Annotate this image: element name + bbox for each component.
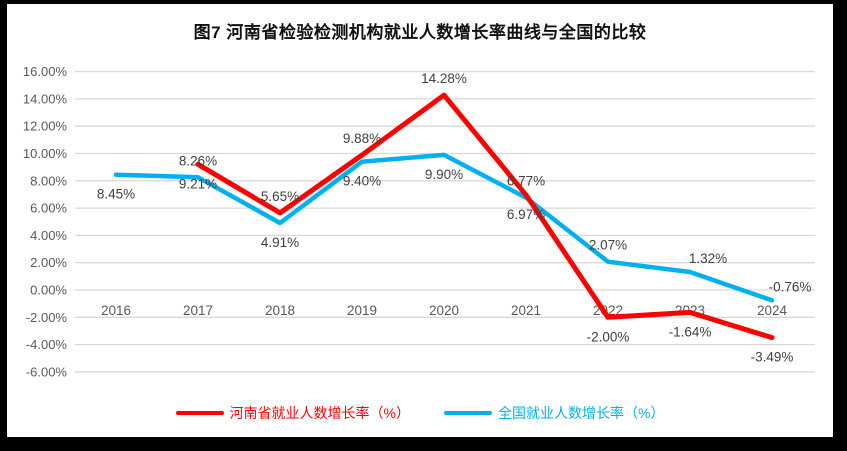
y-tick-label: 4.00%: [30, 228, 67, 243]
data-label: -3.49%: [751, 350, 794, 365]
y-axis-labels: 16.00% 14.00% 12.00% 10.00% 8.00% 6.00% 4.00% 2…: [23, 64, 68, 379]
x-tick-label: 2021: [511, 303, 541, 318]
chart-canvas: 图7 河南省检验检测机构就业人数增长率曲线与全国的比较 16.00% 14.00%…: [7, 4, 833, 437]
legend-label-national: 全国就业人数增长率（%）: [498, 405, 665, 421]
y-tick-label: -2.00%: [26, 310, 68, 325]
data-labels: 9.21% 5.65% 9.88% 14.28% 6.97% -2.00% -1.64% -3…: [97, 71, 812, 365]
series-line-henan: [195, 92, 775, 341]
y-tick-label: -4.00%: [26, 337, 68, 352]
y-tick-label: 14.00%: [23, 91, 68, 106]
y-tick-label: 2.00%: [30, 255, 67, 270]
data-label: -2.00%: [587, 329, 630, 344]
legend: 河南省就业人数增长率（%） 全国就业人数增长率（%）: [7, 403, 833, 423]
data-label: 6.77%: [507, 174, 545, 189]
data-label: 9.88%: [343, 131, 381, 146]
y-tick-label: 12.00%: [23, 119, 68, 134]
data-label: 8.45%: [97, 187, 135, 202]
data-label: 14.28%: [421, 71, 467, 86]
data-label: -1.64%: [669, 324, 712, 339]
y-tick-label: 16.00%: [23, 64, 68, 79]
data-label: 4.91%: [261, 235, 299, 250]
y-tick-label: 0.00%: [30, 283, 67, 298]
data-label: 2.07%: [589, 238, 627, 253]
y-tick-label: 6.00%: [30, 201, 67, 216]
series-line-national: [113, 152, 775, 303]
x-tick-label: 2017: [183, 303, 213, 318]
legend-item-henan: 河南省就业人数增长率（%）: [175, 403, 410, 423]
data-label: 9.90%: [425, 167, 463, 182]
x-tick-label: 2024: [757, 303, 788, 318]
data-label: 9.21%: [179, 176, 217, 191]
y-tick-label: 10.00%: [23, 146, 68, 161]
chart-title: 图7 河南省检验检测机构就业人数增长率曲线与全国的比较: [193, 23, 647, 42]
x-tick-label: 2020: [429, 303, 459, 318]
data-label: 6.97%: [507, 207, 545, 222]
data-label: -0.76%: [769, 279, 812, 294]
data-label: 5.65%: [261, 189, 299, 204]
x-axis-labels: 2016 2017 2018 2019 2020 2021 2022 2023 2024: [101, 303, 788, 318]
y-tick-label: 8.00%: [30, 173, 67, 188]
x-tick-label: 2019: [347, 303, 377, 318]
data-label: 1.32%: [689, 251, 727, 266]
x-tick-label: 2018: [265, 303, 295, 318]
legend-swatch-national: [444, 411, 492, 415]
data-label: 9.40%: [343, 174, 381, 189]
legend-label-henan: 河南省就业人数增长率（%）: [229, 405, 410, 421]
y-tick-label: -6.00%: [26, 364, 68, 379]
legend-swatch-henan: [175, 411, 224, 415]
x-tick-label: 2016: [101, 303, 131, 318]
line-chart: 16.00% 14.00% 12.00% 10.00% 8.00% 6.00% 4.00% 2…: [23, 64, 815, 379]
legend-item-national: 全国就业人数增长率（%）: [444, 403, 664, 423]
data-label: 8.26%: [179, 153, 217, 168]
